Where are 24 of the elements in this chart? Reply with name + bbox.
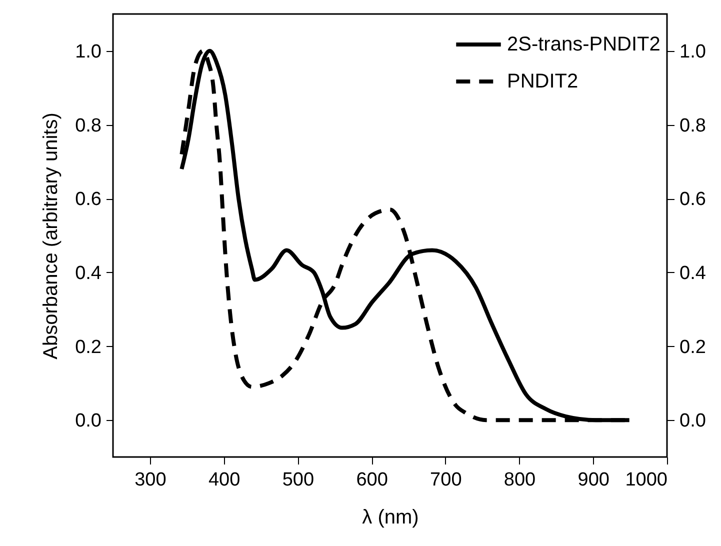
x-tick-label: 1000 [625, 470, 668, 490]
y-tick-label: 0.2 [75, 336, 102, 358]
y2-tick-label: 0.0 [680, 410, 706, 432]
y2-tick-label: 0.8 [680, 115, 706, 136]
y2-tick-label: 0.6 [680, 189, 706, 210]
y2-tick-label: 0.2 [680, 336, 706, 358]
legend-label: PNDIT2 [507, 70, 578, 92]
y-tick-label: 0.6 [75, 189, 102, 210]
y2-tick-label: 1.0 [680, 41, 706, 62]
y-tick-label: 0.0 [75, 410, 102, 432]
x-axis-title: λ (nm) [362, 506, 419, 528]
x-tick-label: 500 [282, 470, 314, 490]
y2-tick-label: 0.4 [680, 262, 706, 284]
x-tick-label: 300 [134, 470, 166, 490]
x-tick-label: 700 [430, 470, 462, 490]
y-tick-label: 1.0 [75, 41, 102, 62]
y-axis-title: Absorbance (arbitrary units) [40, 112, 62, 360]
y-tick-label: 0.8 [75, 115, 102, 136]
legend-label: 2S-trans-PNDIT2 [507, 34, 660, 56]
x-tick-label: 400 [208, 470, 240, 490]
x-tick-label: 900 [578, 470, 610, 490]
x-tick-label: 800 [504, 470, 536, 490]
y-tick-label: 0.4 [75, 262, 102, 284]
x-tick-label: 600 [356, 470, 388, 490]
